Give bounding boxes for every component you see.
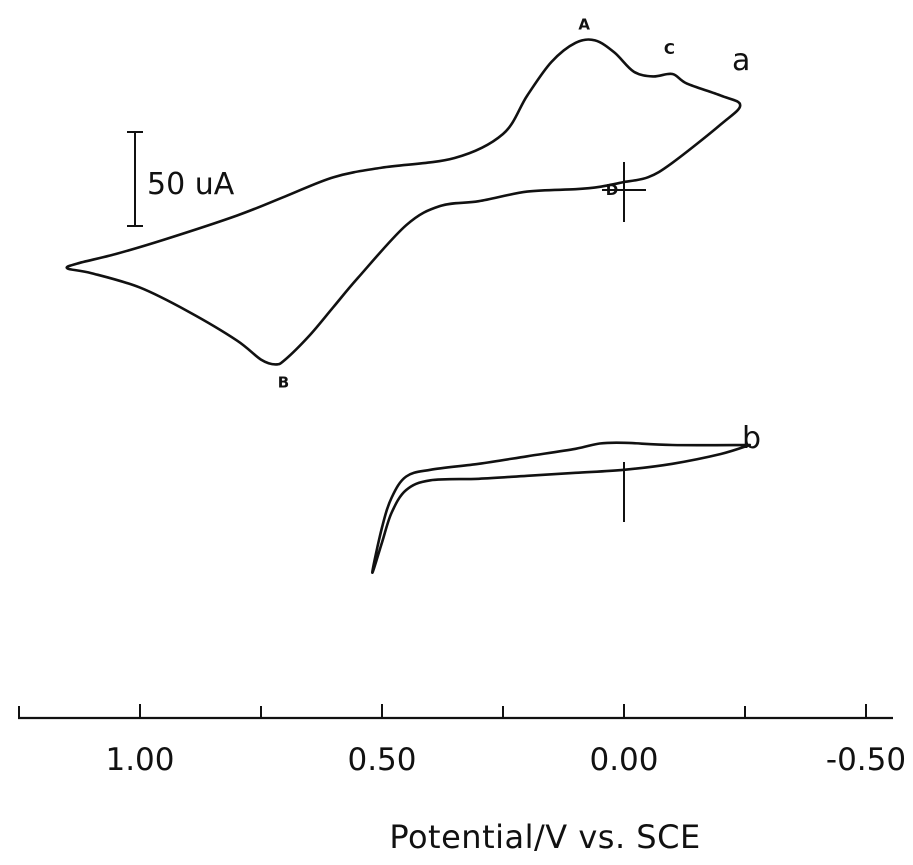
current-scale-bar: 50 uA <box>127 131 235 227</box>
point-label-b: B <box>278 373 289 391</box>
x-axis-title: Potential/V vs. SCE <box>389 818 700 856</box>
point-label-c: C <box>664 40 675 58</box>
point-label-a: A <box>578 15 590 33</box>
x-axis-ticks <box>18 704 867 718</box>
series-b-label: b <box>742 421 761 456</box>
x-tick-label: 0.00 <box>589 742 658 778</box>
x-tick-label: 0.50 <box>347 742 416 778</box>
x-axis: 1.00 0.50 0.00 -0.50 Potential/V vs. SCE <box>18 704 906 856</box>
x-axis-tick-labels: 1.00 0.50 0.00 -0.50 <box>105 742 906 778</box>
markers-layer <box>602 162 646 522</box>
series-a-curve <box>65 38 742 366</box>
point-label-d: D <box>606 181 618 199</box>
curves-layer <box>65 38 752 574</box>
x-tick-label: -0.50 <box>826 742 906 778</box>
labels-layer: a b A B C D <box>278 15 761 456</box>
x-tick-label: 1.00 <box>105 742 174 778</box>
series-a-label: a <box>732 43 750 78</box>
scale-bar-label: 50 uA <box>147 167 235 202</box>
series-b-curve <box>371 441 752 574</box>
